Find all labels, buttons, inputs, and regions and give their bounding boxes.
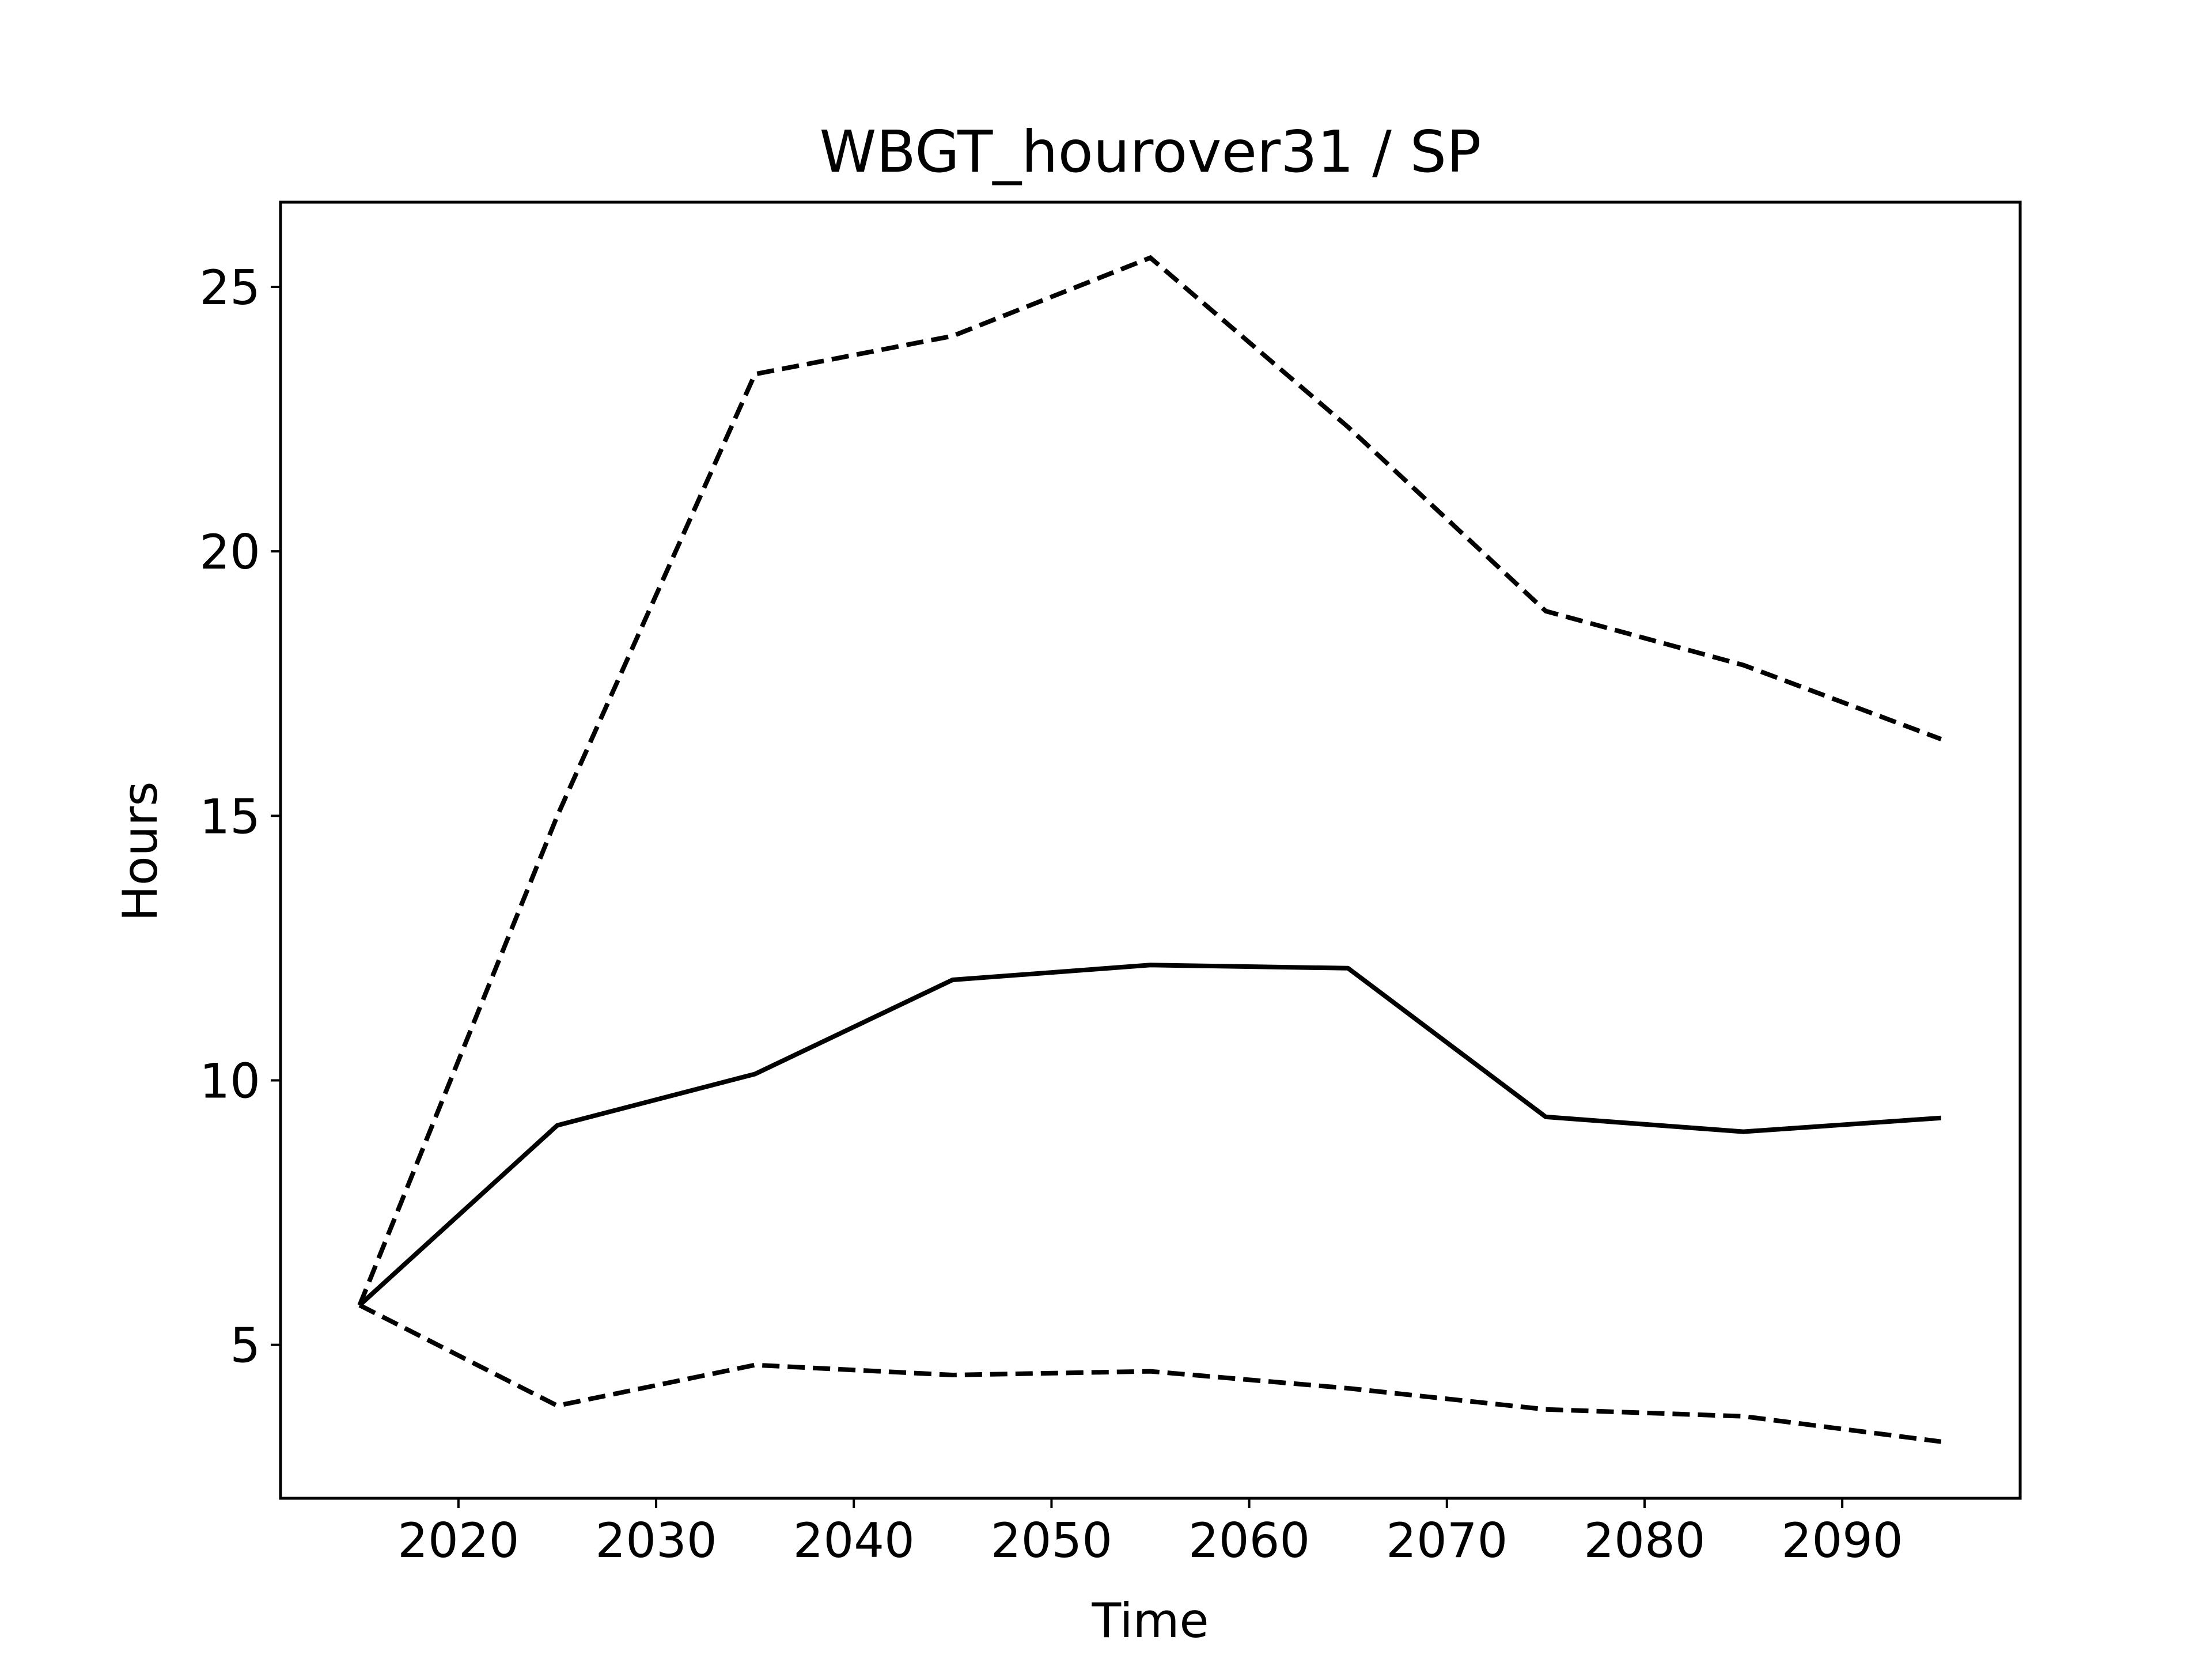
plot-frame [279, 200, 2022, 1500]
x-tick-label: 2020 [397, 1513, 519, 1569]
y-tick-label: 5 [230, 1318, 260, 1374]
series-median-line [358, 963, 1941, 1307]
x-tick-label: 2080 [1584, 1513, 1705, 1569]
series-group [357, 255, 1942, 1444]
y-axis-label: Hours [112, 781, 168, 921]
y-tick-label: 10 [199, 1053, 260, 1109]
series-lower-bound-line [358, 1303, 1942, 1444]
x-tick-label: 2050 [991, 1513, 1112, 1569]
y-tick-label: 25 [199, 260, 260, 316]
y-tick-label: 15 [199, 789, 260, 844]
x-tick-label: 2030 [595, 1513, 717, 1569]
x-tick-label: 2070 [1386, 1513, 1508, 1569]
series-upper-bound-line [357, 255, 1942, 1306]
x-tick-label: 2040 [793, 1513, 915, 1569]
y-tick-label: 20 [199, 524, 260, 580]
x-tick-label: 2060 [1188, 1513, 1310, 1569]
x-tick-label: 2090 [1782, 1513, 1903, 1569]
chart-title: WBGT_hourover31 / SP [820, 118, 1482, 185]
x-axis-label: Time [1091, 1593, 1209, 1649]
axis-ticks: 2020 2030 2040 2050 2060 2070 2080 2090 5 10 15 20 2… [199, 260, 1903, 1569]
